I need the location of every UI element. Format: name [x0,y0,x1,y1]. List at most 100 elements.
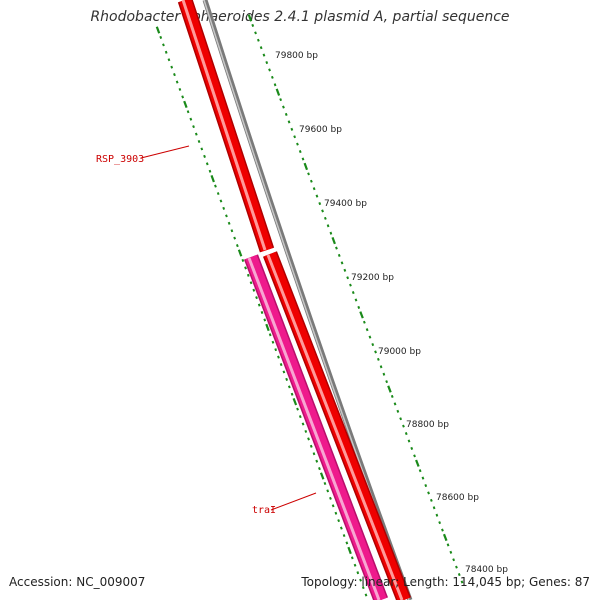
outer-tick-mark [457,573,461,577]
outer-tick-mark [298,150,302,154]
inner-tick-mark [342,534,346,538]
inner-tick-mark [216,192,220,196]
outer-tick-mark [247,14,253,22]
outer-tick-mark [329,231,333,235]
inner-tick-mark [331,504,335,508]
inner-tick-mark [285,377,289,381]
outer-tick-mark [296,142,299,146]
ruler-labels: 79800 bp 79600 bp 79400 bp 79200 bp 7900… [275,51,508,575]
outer-tick-mark [282,105,285,109]
inner-tick-mark [237,249,243,257]
outer-tick-mark [418,469,422,473]
outer-tick-mark [385,380,389,384]
gene-label-rsp-3903[interactable]: RSP_3903 [96,145,190,165]
inner-tick-mark [203,154,206,158]
outer-tick-mark [413,454,416,458]
outer-tick-mark [331,237,336,245]
inner-tick-mark [361,586,365,590]
inner-tick-mark [183,100,188,108]
outer-tick-mark [256,38,260,42]
outer-tick-mark [374,350,377,354]
inner-tick-mark [271,340,275,344]
outer-tick-mark [407,439,411,443]
inner-tick-mark [257,303,261,307]
outer-tick-mark [273,83,277,87]
outer-tick-mark [275,88,281,96]
inner-tick-mark [282,370,286,374]
ruler-label: 78600 bp [436,493,479,503]
inner-tick-mark [359,578,362,582]
inner-tick-mark [268,333,272,337]
inner-tick-mark [230,229,234,233]
outer-tick-mark [346,276,350,280]
outer-tick-mark [404,432,408,436]
outer-tick-mark [446,543,450,547]
outer-tick-mark [368,335,372,339]
gene-forward-2[interactable] [263,251,411,600]
inner-tick-mark [208,169,212,173]
outer-tick-mark [435,513,439,517]
outer-tick-mark [427,491,430,495]
outer-tick-mark [326,224,330,228]
gene-forward-2-highlight [266,254,404,600]
inner-tick-mark [326,489,330,493]
ruler-label: 79600 bp [299,125,342,135]
outer-tick-mark [415,459,420,467]
inner-tick-mark [337,519,341,523]
outer-tick-mark [365,328,369,332]
outer-tick-mark [410,446,414,450]
outer-tick-mark [312,187,316,191]
inner-tick-mark [345,541,349,545]
outer-tick-mark [287,120,291,124]
gene-trai[interactable] [243,254,389,600]
inner-tick-mark [246,273,250,277]
inner-tick-mark [290,392,294,396]
inner-tick-mark [298,415,302,419]
inner-tick-mark [265,323,270,332]
outer-tick-mark [399,417,403,421]
inner-tick-mark [175,80,179,84]
outer-tick-mark [301,157,305,161]
inner-tick-ring [155,26,368,597]
outer-tick-mark [429,498,433,502]
inner-tick-mark [312,452,316,456]
gene-rsp-3903[interactable] [177,0,275,253]
inner-tick-mark [339,526,343,530]
sequence-stats-text: Topology: linear; Length: 114,045 bp; Ge… [301,575,590,589]
outer-tick-mark [424,484,428,488]
inner-tick-mark [255,296,258,300]
inner-tick-mark [364,593,368,597]
inner-tick-mark [315,459,319,463]
inner-tick-mark [301,422,305,426]
outer-tick-mark [262,53,266,57]
gene-trai-body [245,254,387,600]
inner-tick-mark [200,147,204,151]
outer-tick-mark [265,61,269,65]
inner-tick-mark [210,175,215,183]
outer-tick-mark [309,179,313,183]
inner-tick-mark [219,199,223,203]
outer-tick-mark [315,194,319,198]
outer-tick-mark [359,311,364,319]
outer-tick-mark [460,580,464,584]
gene-forward-2-body [264,251,410,600]
gene-rsp-3903-highlight [181,0,267,251]
outer-tick-mark [438,521,442,525]
outer-tick-mark [379,365,383,369]
gene-label-trai[interactable]: traI [252,492,317,516]
outer-tick-mark [293,135,297,139]
outer-tick-mark [432,506,436,510]
inner-tick-mark [194,132,198,136]
inner-tick-mark [350,556,354,560]
outer-tick-mark [268,68,271,72]
accession-text: Accession: NC_009007 [9,575,146,589]
outer-tick-mark [251,23,255,27]
inner-tick-mark [159,35,163,39]
inner-tick-mark [167,58,171,62]
inner-tick-mark [162,43,165,47]
outer-tick-mark [357,305,361,309]
outer-tick-mark [396,409,400,413]
inner-tick-mark [274,348,278,352]
